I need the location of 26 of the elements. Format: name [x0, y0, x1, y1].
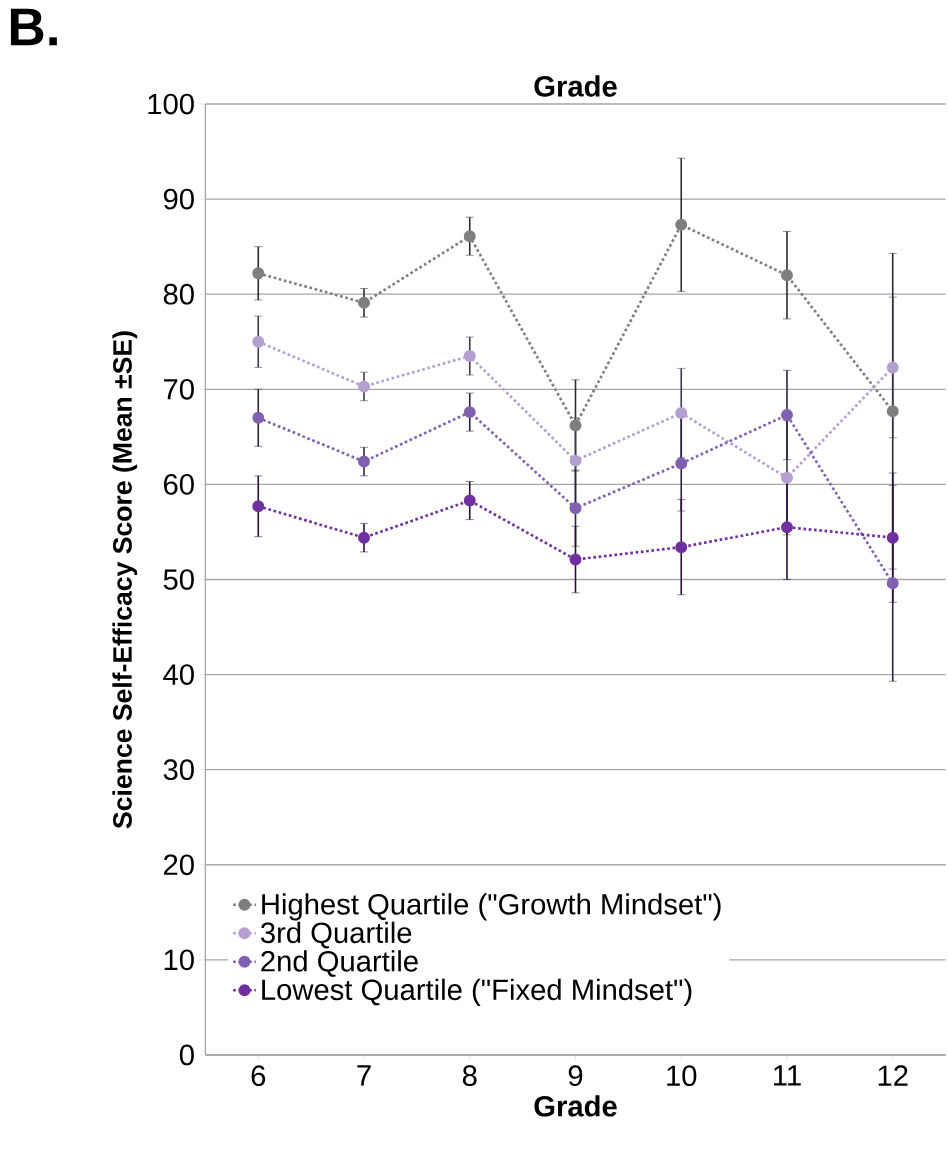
y-tick-label: 50: [163, 569, 194, 590]
y-tick-label: 30: [163, 759, 194, 781]
x-tick-label: 9: [568, 1065, 583, 1087]
chart-title: Grade: [534, 75, 617, 97]
y-tick-label: 60: [163, 474, 194, 495]
x-tick-label: 6: [251, 1065, 265, 1087]
y-tick-label: 10: [164, 949, 194, 971]
x-axis-title: Grade: [534, 1095, 617, 1117]
x-tick-label: 12: [878, 1065, 908, 1086]
y-tick-label: 20: [163, 854, 194, 876]
x-tick-label: 8: [462, 1065, 477, 1087]
legend-label: Highest Quartile ("Growth Mindset"): [262, 893, 721, 921]
y-tick-label: 100: [148, 93, 194, 115]
y-tick-label: 70: [163, 378, 194, 400]
y-tick-label: 0: [179, 1044, 194, 1066]
y-tick-label: 90: [163, 188, 194, 210]
legend-label: 3rd Quartile: [260, 921, 412, 949]
legend-label: Lowest Quartile ("Fixed Mindset"): [262, 978, 692, 1006]
x-tick-label: 10: [667, 1065, 697, 1087]
x-tick-label: 7: [357, 1065, 371, 1086]
legend-label: 2nd Quartile: [261, 950, 418, 977]
x-tick-label: 11: [773, 1065, 801, 1086]
text: B.: [10, 8, 57, 46]
y-tick-label: 40: [163, 664, 194, 685]
y-tick-label: 80: [163, 283, 194, 305]
y-axis-title: Science Self-Efficacy Score (Mean ±SE): [112, 331, 138, 829]
